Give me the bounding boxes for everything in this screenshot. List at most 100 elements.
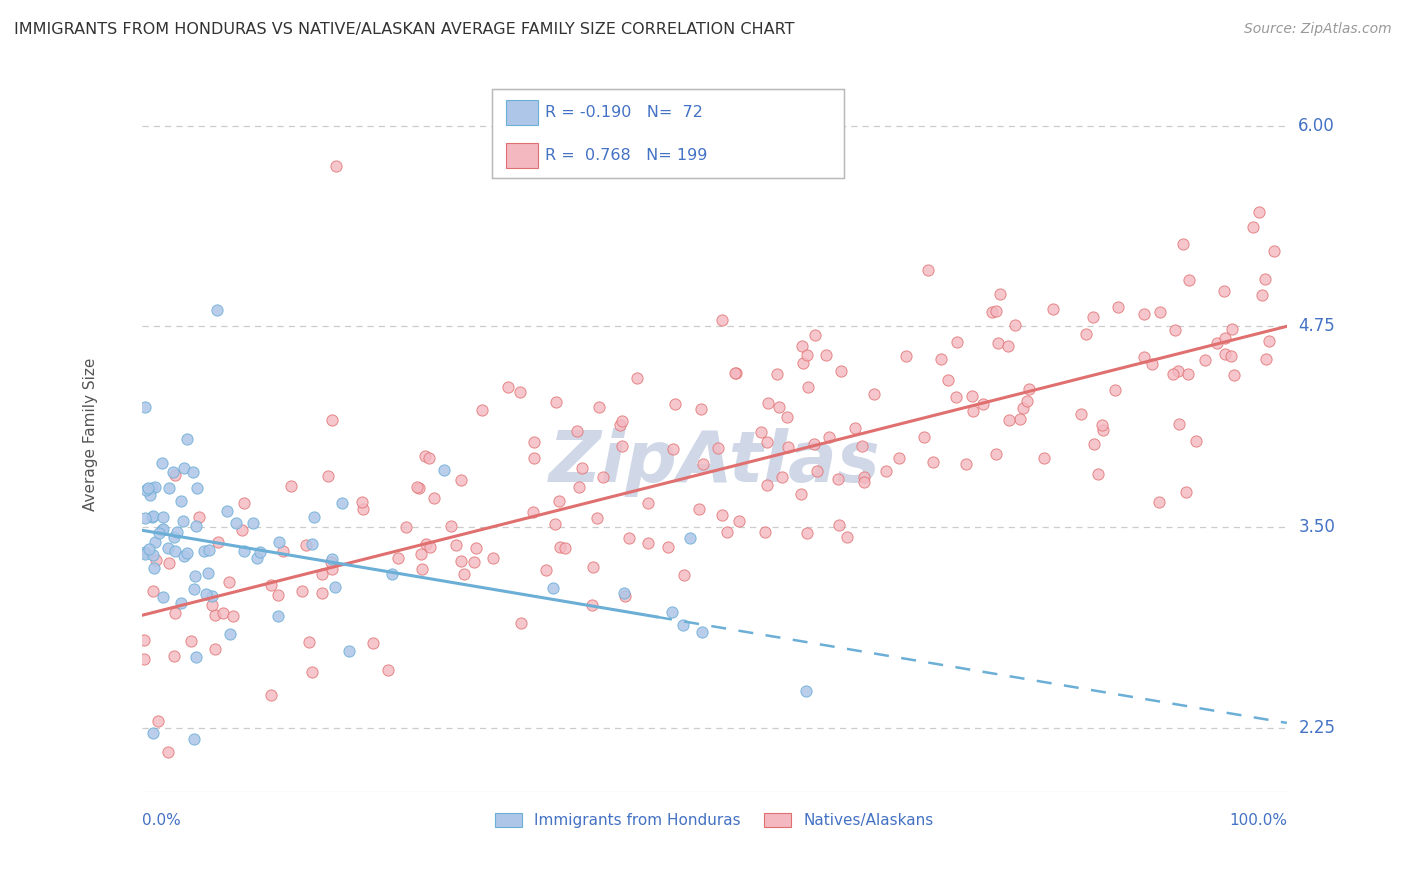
Text: R = -0.190   N=  72: R = -0.190 N= 72: [544, 105, 703, 120]
Point: [481, 550, 503, 565]
Point: [706, 442, 728, 456]
Point: [710, 508, 733, 522]
Point: [411, 562, 433, 576]
Point: [218, 574, 240, 589]
Text: 6.00: 6.00: [1298, 117, 1336, 135]
Point: [509, 615, 531, 630]
Point: [1042, 301, 1064, 316]
Point: [728, 514, 751, 528]
Point: [148, 525, 170, 540]
Point: [544, 516, 567, 531]
Point: [945, 334, 967, 349]
Point: [471, 403, 494, 417]
Point: [197, 566, 219, 580]
Point: [194, 586, 217, 600]
Point: [661, 605, 683, 619]
Point: [929, 352, 952, 367]
Point: [395, 520, 418, 534]
Point: [134, 510, 156, 524]
Point: [1194, 353, 1216, 368]
Bar: [506, 143, 537, 168]
Point: [1213, 331, 1236, 345]
Point: [690, 624, 713, 639]
Point: [962, 404, 984, 418]
Point: [316, 468, 339, 483]
Point: [249, 544, 271, 558]
Point: [294, 538, 316, 552]
Point: [960, 389, 983, 403]
Point: [134, 633, 156, 648]
Point: [183, 731, 205, 746]
Point: [415, 450, 437, 464]
Point: [1257, 334, 1279, 349]
Point: [157, 482, 180, 496]
Point: [496, 379, 519, 393]
Point: [260, 688, 283, 702]
Point: [377, 663, 399, 677]
Point: [1090, 418, 1112, 433]
Point: [141, 510, 163, 524]
Point: [887, 451, 910, 466]
Point: [1147, 495, 1170, 509]
Point: [612, 414, 634, 428]
Point: [1220, 322, 1243, 336]
Point: [180, 634, 202, 648]
Point: [1205, 336, 1227, 351]
Text: ZipAtlas: ZipAtlas: [548, 428, 880, 498]
Point: [201, 599, 224, 613]
Point: [387, 551, 409, 566]
Point: [613, 589, 636, 603]
Point: [246, 551, 269, 566]
Point: [1132, 307, 1154, 321]
Point: [770, 470, 793, 484]
Point: [423, 491, 446, 506]
Point: [768, 400, 790, 414]
Point: [917, 263, 939, 277]
Point: [134, 400, 156, 414]
Point: [1175, 484, 1198, 499]
Point: [1173, 237, 1195, 252]
Point: [170, 494, 193, 508]
Point: [567, 424, 589, 438]
Point: [267, 609, 290, 624]
Point: [790, 486, 813, 500]
Point: [794, 683, 817, 698]
Point: [211, 607, 233, 621]
Point: [411, 547, 433, 561]
Point: [163, 543, 186, 558]
Point: [1074, 327, 1097, 342]
Point: [997, 338, 1019, 352]
Point: [325, 159, 347, 173]
Point: [323, 580, 346, 594]
Point: [755, 435, 778, 450]
Point: [803, 437, 825, 451]
Point: [181, 466, 204, 480]
Point: [301, 665, 323, 679]
Point: [536, 563, 558, 577]
Point: [408, 481, 430, 495]
Point: [170, 596, 193, 610]
Point: [132, 652, 155, 666]
Point: [352, 502, 374, 516]
Point: [152, 510, 174, 524]
Point: [193, 544, 215, 558]
Point: [509, 385, 531, 400]
Point: [548, 540, 571, 554]
Point: [955, 457, 977, 471]
Point: [183, 582, 205, 596]
Point: [988, 287, 1011, 301]
Point: [1223, 368, 1246, 382]
Point: [664, 397, 686, 411]
Text: 3.50: 3.50: [1298, 518, 1336, 536]
Point: [418, 451, 440, 466]
Text: 0.0%: 0.0%: [142, 814, 180, 829]
Point: [172, 514, 194, 528]
Point: [321, 562, 343, 576]
Point: [311, 586, 333, 600]
Point: [775, 409, 797, 424]
Point: [1004, 318, 1026, 332]
Point: [1213, 285, 1236, 299]
Point: [381, 566, 404, 581]
Point: [361, 636, 384, 650]
Point: [150, 456, 173, 470]
